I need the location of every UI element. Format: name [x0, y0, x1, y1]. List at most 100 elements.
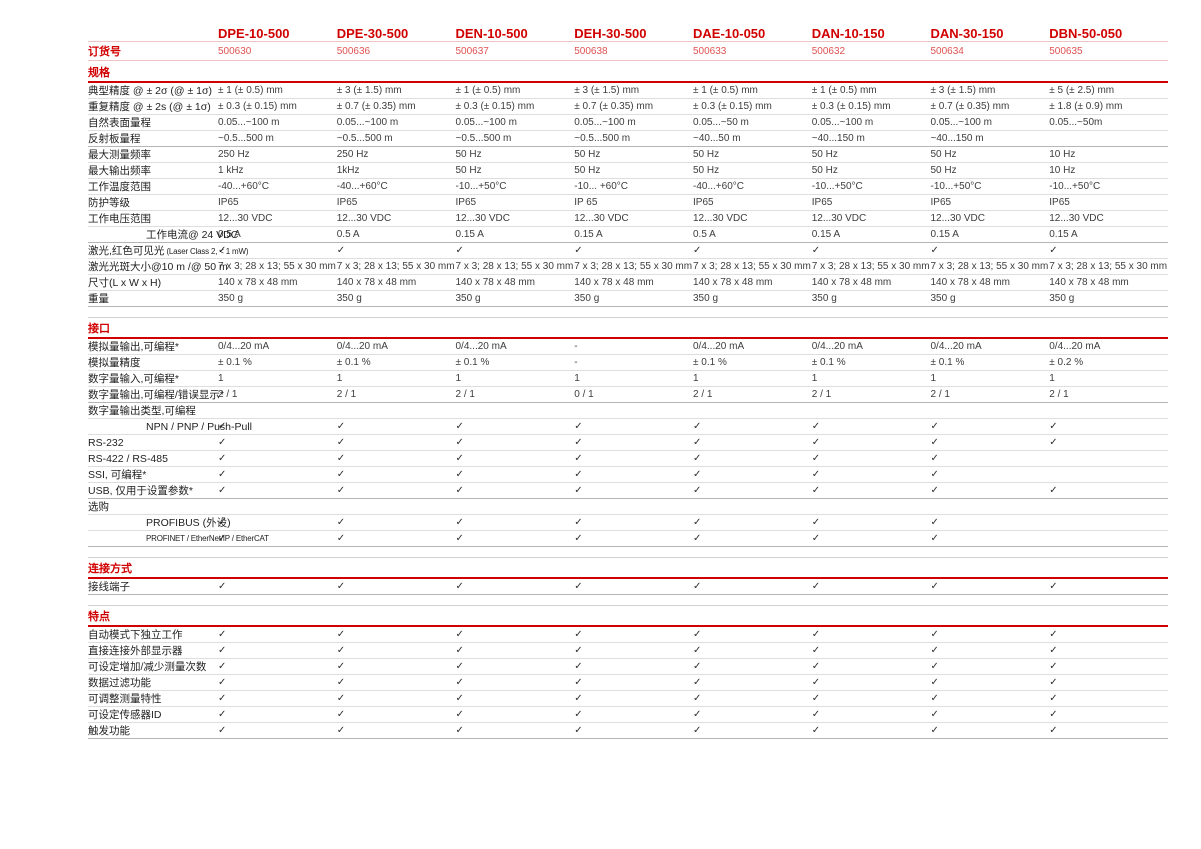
check-cell: ✓ [337, 451, 456, 466]
check-cell: ✓ [574, 659, 693, 674]
value-cell: 0/4...20 mA [336, 341, 388, 352]
row-label: 可设定传感器ID [88, 709, 162, 721]
checkmark-icon: ✓ [693, 421, 702, 432]
check-cell: ✓ [218, 467, 337, 482]
check-cell: ✓ [812, 675, 931, 690]
checkmark-icon: ✓ [336, 533, 346, 544]
checkmark-icon: ✓ [1049, 645, 1058, 656]
check-cell: ✓ [812, 579, 931, 594]
value-cell: ± 3 (± 1.5) mm [574, 85, 640, 96]
checkmark-icon: ✓ [693, 517, 702, 528]
value-cell: 1 kHz [218, 165, 244, 176]
checkmark-icon: ✓ [811, 709, 821, 720]
check-cell: ✓ [812, 531, 931, 546]
checkmark-icon: ✓ [218, 421, 227, 432]
checkmark-icon: ✓ [1049, 437, 1058, 448]
table-row: 防护等级 IP65 IP65 IP65 IP 65 IP65 IP65 IP65 IP65 [88, 195, 1168, 211]
row-label: 直接连接外部显示器 [88, 645, 183, 657]
checkmark-icon: ✓ [218, 661, 227, 672]
check-cell: ✓ [337, 435, 456, 450]
check-cell: ✓ [456, 515, 575, 530]
value-cell: 250 Hz [336, 149, 369, 160]
checkmark-icon: ✓ [1049, 581, 1058, 592]
value-cell: 140 x 78 x 48 mm [930, 277, 1010, 288]
check-cell: ✓ [337, 419, 456, 434]
check-cell: ✓ [931, 467, 1050, 482]
value-cell: 50 Hz [811, 165, 838, 176]
check-cell: ✓ [931, 675, 1050, 690]
value-cell: 50 Hz [693, 165, 720, 176]
row-label: 激光光斑大小@10 m /@ 50 m [88, 261, 228, 273]
value-cell: 250 Hz [218, 149, 250, 160]
check-cell: ✓ [931, 451, 1050, 466]
value-cell: ± 3 (± 1.5) mm [336, 85, 402, 96]
checkmark-icon: ✓ [930, 581, 939, 592]
table-row: 数字量输出类型,可编程 [88, 403, 1168, 419]
check-cell: ✓ [931, 435, 1050, 450]
row-label: PROFIBUS (外设) [146, 517, 231, 529]
value-cell: ± 0.7 (± 0.35) mm [574, 101, 654, 112]
checkmark-icon: ✓ [455, 581, 464, 592]
checkmark-icon: ✓ [930, 645, 939, 656]
value-cell: 0.5 A [218, 229, 241, 240]
checkmark-icon: ✓ [455, 453, 464, 464]
checkmark-icon: ✓ [930, 677, 939, 688]
check-cell: ✓ [456, 451, 575, 466]
checkmark-icon: ✓ [693, 661, 702, 672]
checkmark-icon: ✓ [218, 581, 227, 592]
row-label: 模拟量精度 [88, 357, 141, 369]
check-cell: ✓ [218, 419, 337, 434]
value-cell: 0.5 A [693, 229, 716, 240]
check-cell: ✓ [812, 643, 931, 658]
checkmark-icon: ✓ [336, 437, 346, 448]
row-label: 数字量输入,可编程* [88, 373, 180, 385]
checkmark-icon: ✓ [218, 645, 227, 656]
checkmark-icon: ✓ [811, 245, 821, 256]
value-cell: 350 g [930, 293, 956, 304]
checkmark-icon: ✓ [930, 725, 939, 736]
section-title: 特点 [88, 609, 1168, 627]
check-cell: ✓ [812, 435, 931, 450]
check-cell: ✓ [693, 659, 812, 674]
row-label: 模拟量输出,可编程* [88, 341, 180, 353]
value-cell: ± 0.3 (± 0.15) mm [811, 101, 891, 112]
check-cell: ✓ [337, 579, 456, 594]
value-cell: 140 x 78 x 48 mm [693, 277, 773, 288]
check-cell: ✓ [693, 579, 812, 594]
check-cell: ✓ [1049, 659, 1168, 674]
value-cell: 50 Hz [455, 165, 482, 176]
value-cell: 12...30 VDC [1049, 213, 1104, 224]
table-row: 数字量输入,可编程* 1 1 1 1 1 1 1 1 [88, 371, 1168, 387]
checkmark-icon: ✓ [336, 485, 346, 496]
table-row: 典型精度 @ ± 2σ (@ ± 1σ) ± 1 (± 0.5) mm ± 3 (±… [88, 83, 1168, 99]
checkmark-icon: ✓ [1049, 677, 1058, 688]
product-model: DEN-10-500 [455, 25, 528, 41]
value-cell: 0.15 A [811, 229, 841, 240]
row-label: 数据过滤功能 [88, 677, 151, 689]
check-cell: ✓ [218, 659, 337, 674]
row-label: 工作电流@ 24 VDC [146, 229, 239, 241]
check-cell: ✓ [931, 531, 1050, 546]
checkmark-icon: ✓ [693, 725, 702, 736]
checkmark-icon: ✓ [218, 245, 227, 256]
value-cell: IP65 [811, 197, 833, 208]
checkmark-icon: ✓ [218, 709, 227, 720]
check-cell: ✓ [931, 243, 1050, 258]
check-cell: ✓ [693, 707, 812, 722]
checkmark-icon: ✓ [336, 453, 346, 464]
value-cell: 1kHz [336, 165, 360, 176]
value-cell: -40...+60°C [693, 181, 744, 192]
row-label: 工作电压范围 [88, 213, 151, 225]
check-cell: ✓ [218, 435, 337, 450]
check-cell: ✓ [1049, 627, 1168, 642]
checkmark-icon: ✓ [1049, 629, 1058, 640]
check-cell: ✓ [693, 531, 812, 546]
check-cell: ✓ [693, 691, 812, 706]
table-row: 模拟量精度 ± 0.1 % ± 0.1 % ± 0.1 % - ± 0.1 % ± 0.1 … [88, 355, 1168, 371]
checkmark-icon: ✓ [218, 517, 227, 528]
check-cell: ✓ [1049, 579, 1168, 594]
check-cell: ✓ [693, 515, 812, 530]
product-model: DPE-10-500 [218, 25, 290, 41]
value-cell: 50 Hz [930, 149, 957, 160]
row-label: 自动模式下独立工作 [88, 629, 183, 641]
